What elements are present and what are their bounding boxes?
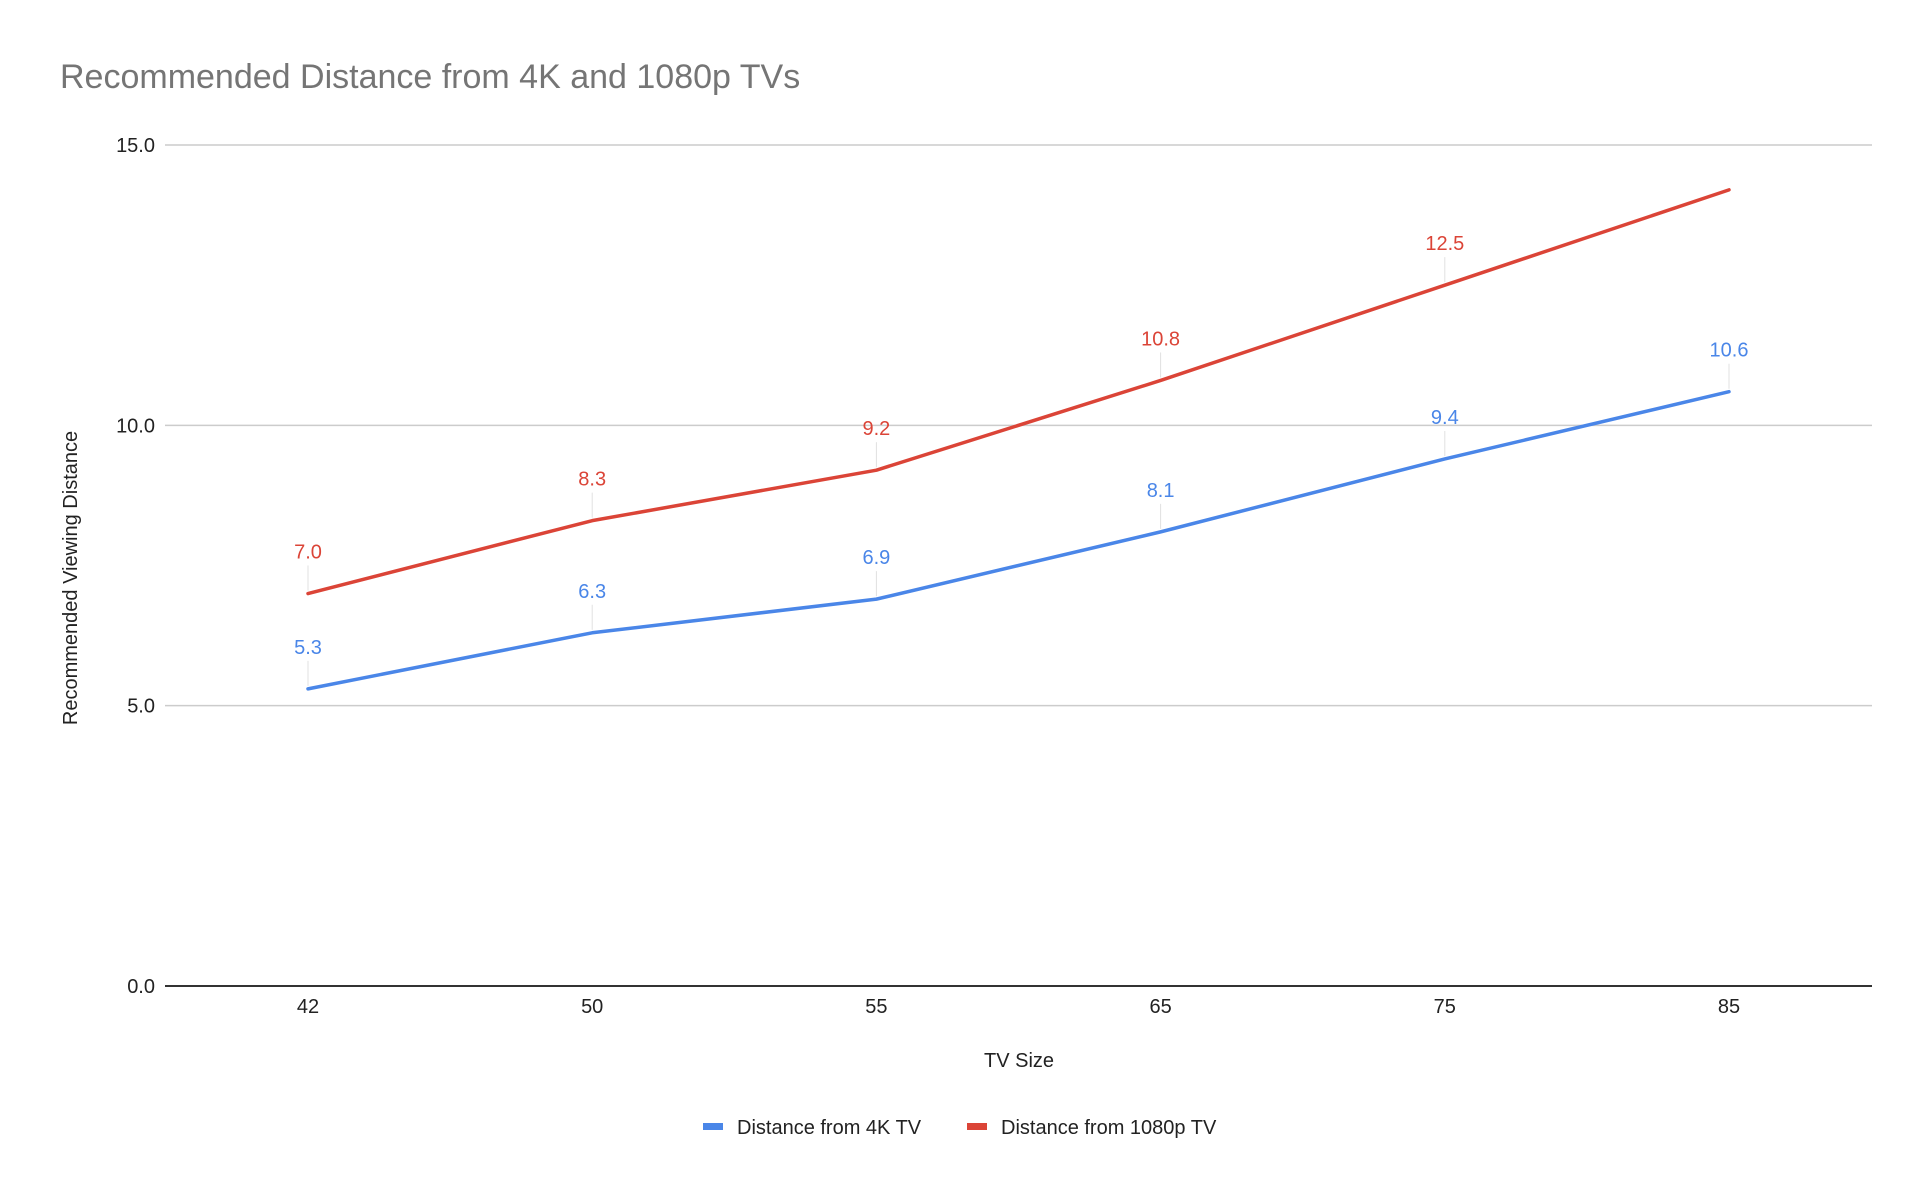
data-label: 9.2 <box>862 418 890 440</box>
y-tick-label: 0.0 <box>127 976 155 998</box>
data-label: 12.5 <box>1425 233 1464 255</box>
data-label: 7.0 <box>294 542 322 564</box>
data-label: 6.9 <box>862 547 890 569</box>
data-label: 8.3 <box>578 469 606 491</box>
x-axis-label: TV Size <box>984 1050 1054 1072</box>
data-label: 10.8 <box>1141 328 1180 350</box>
legend-label: Distance from 4K TV <box>737 1117 922 1139</box>
x-axis-ticks: 42 50 55 65 75 85 <box>297 996 1740 1018</box>
y-tick-label: 15.0 <box>116 135 155 157</box>
data-label: 5.3 <box>294 637 322 659</box>
legend: Distance from 4K TV Distance from 1080p T… <box>703 1117 1217 1139</box>
x-tick-label: 50 <box>581 996 603 1018</box>
series-layer <box>306 188 1731 691</box>
y-axis-label: Recommended Viewing Distance <box>60 431 82 725</box>
data-labels: 5.3 6.3 6.9 8.1 9.4 10.6 7.0 8.3 9.2 10.8 12.5 <box>294 233 1748 686</box>
data-label: 9.4 <box>1431 407 1459 429</box>
x-tick-label: 55 <box>865 996 887 1018</box>
legend-label: Distance from 1080p TV <box>1001 1117 1217 1139</box>
series-line-4k <box>306 389 1731 691</box>
x-tick-label: 85 <box>1718 996 1740 1018</box>
y-tick-label: 5.0 <box>127 696 155 718</box>
legend-swatch-1080p <box>967 1123 987 1130</box>
x-tick-label: 42 <box>297 996 319 1018</box>
x-tick-label: 65 <box>1149 996 1171 1018</box>
legend-swatch-4k <box>703 1123 723 1130</box>
y-axis-ticks: 0.0 5.0 10.0 15.0 <box>116 135 155 998</box>
data-label: 10.6 <box>1710 340 1749 362</box>
chart-title: Recommended Distance from 4K and 1080p T… <box>60 58 800 96</box>
series-line-1080p <box>306 188 1731 596</box>
y-tick-label: 10.0 <box>116 415 155 437</box>
data-label: 8.1 <box>1147 480 1175 502</box>
data-label: 6.3 <box>578 581 606 603</box>
x-tick-label: 75 <box>1434 996 1456 1018</box>
